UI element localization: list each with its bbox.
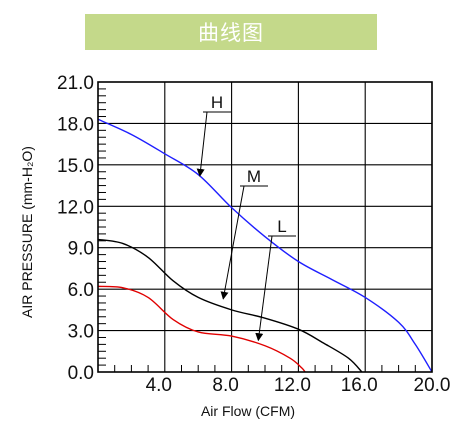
x-axis-label: Air Flow (CFM) [201, 403, 295, 419]
grid [98, 81, 433, 373]
y-tick-label: 3.0 [68, 322, 94, 343]
y-tick-label: 12.0 [57, 197, 94, 218]
minor-ticks [98, 88, 416, 372]
curve-label-h: H [211, 93, 223, 112]
curve-label-arrow [196, 111, 208, 177]
y-tick-label: 15.0 [57, 156, 94, 177]
y-tick-label: 6.0 [68, 280, 94, 301]
tick-labels: 0.0 3.0 6.0 9.0 12.0 15.0 18.0 21.0 4.0 8.0 12.0 16… [57, 73, 450, 396]
x-tick-label: 20.0 [414, 375, 451, 396]
x-tick-label: 8.0 [212, 375, 238, 396]
y-tick-label: 18.0 [57, 114, 94, 135]
series-line-m [97, 238, 363, 373]
y-tick-label: 0.0 [68, 363, 94, 384]
curve-label-arrow [255, 235, 273, 342]
curves [97, 118, 433, 373]
curve-label-l: L [277, 217, 286, 236]
series-line-h [97, 118, 433, 373]
y-tick-label: 21.0 [57, 73, 94, 94]
curve-annotations: H M L [196, 93, 296, 342]
curve-label-m: M [247, 167, 261, 186]
x-tick-label: 12.0 [274, 375, 311, 396]
plot-frame [97, 81, 433, 373]
y-tick-label: 9.0 [68, 239, 94, 260]
x-tick-label: 4.0 [146, 375, 172, 396]
series-line-l [97, 285, 306, 373]
y-axis-label: AIR PRESSURE (mm-H₂O) [19, 146, 35, 318]
x-tick-label: 16.0 [341, 375, 378, 396]
chart-title-banner: 曲线图 [85, 14, 377, 50]
curve-label-arrow [220, 185, 245, 300]
chart-title: 曲线图 [198, 21, 264, 45]
